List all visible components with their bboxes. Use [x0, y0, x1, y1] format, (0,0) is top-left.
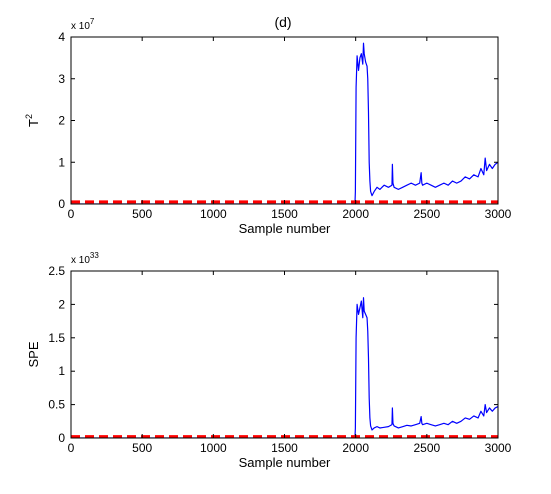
y-exponent-value: 7 [90, 17, 95, 26]
data-series-line [71, 298, 498, 438]
x-tick-label: 500 [132, 207, 152, 221]
x-tick-label: 0 [68, 207, 75, 221]
y-tick-label: 3 [58, 72, 65, 86]
x-tick-label: 2500 [413, 441, 440, 455]
y-exponent-value: 33 [90, 251, 99, 260]
x-tick-label: 1000 [200, 441, 227, 455]
x-tick-label: 0 [68, 441, 75, 455]
y-axis-label-superscript: 2 [24, 114, 34, 119]
t2-panel: 0 500 1000 1500 2000 2500 3000 0 1 2 3 4 x 107 Sample… [24, 17, 512, 236]
y-exponent-label: x 1033 [71, 251, 99, 266]
x-tick-label: 3000 [485, 441, 512, 455]
x-tick-label: 1000 [200, 207, 227, 221]
y-tick-label: 0 [58, 431, 65, 445]
y-tick-label: 1.5 [48, 331, 65, 345]
y-tick-label: 0.5 [48, 398, 65, 412]
y-tick-label: 2 [58, 297, 65, 311]
x-tick-label: 2000 [342, 207, 369, 221]
figure-title: (d) [274, 14, 291, 30]
y-axis-label: T2 [24, 114, 41, 127]
axes-box [71, 271, 498, 438]
spe-panel: 0 500 1000 1500 2000 2500 3000 0 0.5 1 1.5 2 2.5 x 10… [26, 251, 512, 470]
x-tick-label: 2000 [342, 441, 369, 455]
y-tick-label: 1 [58, 364, 65, 378]
y-axis-label: SPE [26, 341, 41, 367]
x-tick-label: 500 [132, 441, 152, 455]
x-tick-label: 1500 [271, 441, 298, 455]
y-exponent-label: x 107 [71, 17, 95, 32]
x-axis-label: Sample number [239, 455, 331, 470]
x-tick-label: 3000 [485, 207, 512, 221]
x-tick-label: 1500 [271, 207, 298, 221]
data-series-line [71, 43, 498, 204]
y-tick-label: 2 [58, 114, 65, 128]
y-tick-label: 1 [58, 155, 65, 169]
y-tick-label: 0 [58, 197, 65, 211]
axes-box [71, 37, 498, 204]
y-tick-label: 4 [58, 30, 65, 44]
x-axis-label: Sample number [239, 221, 331, 236]
y-tick-label: 2.5 [48, 264, 65, 278]
x-tick-label: 2500 [413, 207, 440, 221]
